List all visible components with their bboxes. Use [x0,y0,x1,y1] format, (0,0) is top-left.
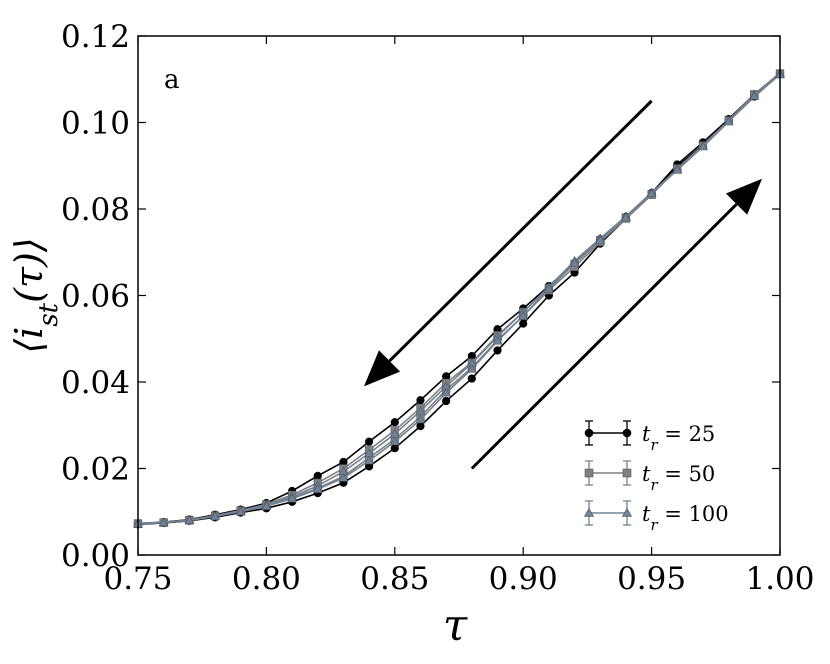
series-line [137,73,781,525]
arrow-head [363,350,401,387]
chart-marks [133,69,785,529]
data-point [672,165,683,174]
data-point [390,418,399,427]
data-point [261,501,272,510]
legend-label: tr = 25 [642,422,715,454]
y-tick-label: 0.02 [61,452,130,488]
series-line [137,73,781,525]
data-point [287,493,297,503]
legend-entry: tr = 100 [583,500,729,534]
legend-label: tr = 100 [642,502,729,534]
data-point [466,364,477,373]
y-tick-label: 0.00 [61,538,130,574]
y-tick-label: 0.10 [61,106,130,142]
data-point [415,406,426,415]
series-line [137,73,781,525]
y-tick-label: 0.12 [61,19,130,55]
arrow-2 [470,178,763,470]
data-point [698,141,708,151]
x-axis-label: τ [443,600,468,651]
panel-label: a [164,65,180,95]
legend-marker [584,428,594,438]
series-2 [133,69,785,528]
legend-marker [622,428,632,438]
arrow-shaft [470,203,738,470]
axis-ticks: 0.75 0.80 0.85 0.90 0.95 1.00 0.00 0.02 0.04 0.06… [61,19,815,597]
data-point [543,284,554,293]
series-line [137,73,781,526]
data-point [621,212,631,222]
data-point [210,511,220,521]
data-point [364,455,375,465]
data-point [493,346,502,355]
y-tick-label: 0.06 [61,279,130,315]
y-tick-label: 0.04 [61,365,130,401]
arrow-head [725,178,763,215]
legend-marker [622,468,632,478]
data-point [646,188,657,198]
series-line [137,73,781,525]
x-tick-label: 0.85 [360,561,429,597]
data-point [467,374,476,383]
data-point [338,473,349,482]
data-point [518,310,529,320]
arrow-shaft [388,99,653,363]
data-point [416,422,425,431]
legend-label: tr = 50 [642,462,715,494]
series-line [137,72,781,525]
data-point [158,517,169,527]
data-point [365,437,374,446]
x-tick-label: 0.90 [489,561,558,597]
x-tick-label: 1.00 [745,561,814,597]
data-point [416,396,425,405]
data-point [312,484,323,493]
legend-marker [583,507,595,517]
data-point [519,319,528,328]
annotation-arrows [363,99,763,470]
data-point [442,396,451,406]
data-point [313,471,322,480]
x-tick-label: 0.75 [103,561,172,597]
legend: tr = 25 tr = 50 tr = 100 [583,420,729,534]
data-point [415,414,426,424]
series-3 [133,69,785,528]
data-point [492,335,503,345]
legend-marker [584,468,594,478]
legend-entry: tr = 25 [584,420,715,454]
legend-marker [621,507,633,517]
data-point [441,387,452,397]
data-point [235,506,246,516]
data-point [569,258,580,267]
data-point [595,235,606,244]
data-point [389,436,400,446]
arrow-1 [363,99,653,387]
x-tick-label: 0.95 [617,561,686,597]
series-1 [133,69,785,529]
data-point [723,116,734,126]
y-axis-label: ⟨ist(τ)⟩ [7,237,64,353]
y-tick-label: 0.08 [61,192,130,228]
x-tick-label: 0.80 [232,561,301,597]
data-point [390,444,399,453]
legend-entry: tr = 50 [584,460,715,494]
data-point [184,515,195,524]
data-point [749,91,760,100]
